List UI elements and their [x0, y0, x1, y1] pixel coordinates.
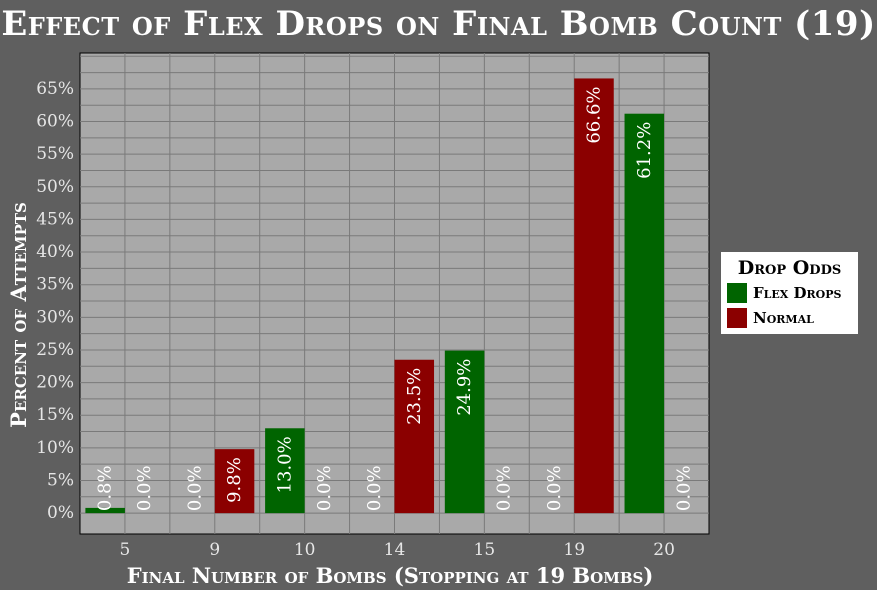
legend-item-normal: Normal: [727, 305, 852, 330]
value-label: 61.2%: [634, 122, 655, 179]
x-tick-label: 9: [209, 540, 220, 560]
x-tick-label: 19: [563, 540, 585, 560]
value-label: 0.0%: [314, 465, 335, 511]
y-tick-label: 0%: [47, 503, 74, 523]
x-tick-label: 14: [384, 540, 406, 560]
y-tick-labels: 0% 5% 10% 15% 20% 25% 30% 35% 40% 45% 50% 55% 60% 65%: [36, 79, 74, 523]
legend-title: Drop Odds: [737, 257, 842, 279]
bar-flex-drops-5: [85, 507, 125, 514]
bar-flex-drops-20: [624, 113, 665, 514]
y-tick-label: 10%: [36, 438, 74, 458]
y-tick-label: 45%: [36, 209, 74, 229]
y-tick-label: 5%: [47, 470, 74, 490]
y-tick-label: 55%: [36, 144, 74, 164]
y-tick-label: 60%: [36, 112, 74, 132]
chart-title: Effect of Flex Drops on Final Bomb Count…: [1, 4, 876, 44]
y-tick-label: 40%: [36, 242, 74, 262]
x-tick-label: 15: [474, 540, 496, 560]
value-label: 0.0%: [544, 465, 565, 511]
x-tick-label: 10: [294, 540, 316, 560]
value-label: 23.5%: [404, 368, 425, 425]
bar-normal-14: [394, 359, 435, 514]
y-tick-label: 50%: [36, 177, 74, 197]
legend: Drop Odds Flex Drops Normal: [721, 252, 858, 334]
x-tick-labels: 5 9 10 14 15 19 20: [120, 540, 675, 560]
value-label: 66.6%: [583, 86, 604, 143]
x-tick-label: 20: [653, 540, 675, 560]
y-axis-title: Percent of Attempts: [6, 202, 31, 428]
value-label: 0.0%: [185, 465, 206, 511]
value-label: 0.0%: [494, 465, 515, 511]
bars: [85, 78, 665, 514]
y-tick-label: 15%: [36, 405, 74, 425]
y-tick-label: 20%: [36, 373, 74, 393]
bar-flex-drops-10: [265, 428, 305, 514]
legend-swatch-normal: [727, 307, 747, 328]
value-label: 13.0%: [274, 436, 295, 493]
y-tick-label: 30%: [36, 307, 74, 327]
value-label: 0.0%: [134, 465, 155, 511]
bar-normal-19: [574, 78, 614, 514]
legend-item-flex-drops: Flex Drops: [727, 280, 852, 305]
value-label: 0.0%: [673, 465, 694, 511]
bar-flex-drops-15: [444, 350, 485, 514]
bar-normal-9: [214, 449, 255, 514]
legend-label-normal: Normal: [753, 308, 814, 327]
value-label: 0.0%: [364, 465, 385, 511]
value-label: 9.8%: [224, 457, 245, 503]
y-tick-label: 65%: [36, 79, 74, 99]
legend-swatch-flex-drops: [727, 282, 747, 303]
y-tick-label: 25%: [36, 340, 74, 360]
x-axis-title: Final Number of Bombs (Stopping at 19 Bo…: [127, 563, 654, 588]
x-tick-label: 5: [120, 540, 131, 560]
value-label: 24.9%: [454, 359, 475, 416]
value-label: 0.8%: [95, 465, 116, 511]
value-labels: 0.8% 0.0% 0.0% 9.8% 13.0% 0.0% 0.0% 23.5% 24.9% 0…: [95, 86, 695, 511]
y-tick-label: 35%: [36, 275, 74, 295]
legend-label-flex-drops: Flex Drops: [753, 283, 842, 302]
